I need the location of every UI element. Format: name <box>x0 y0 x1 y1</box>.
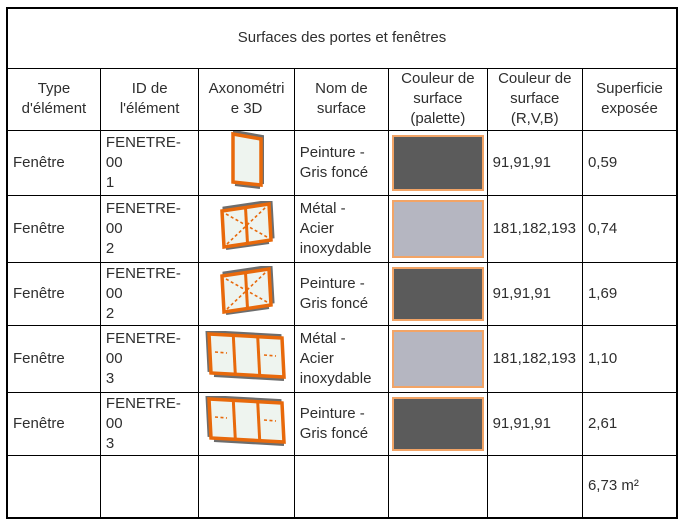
cell-color-palette <box>388 129 488 196</box>
cell-element-id: FENETRE-00 3 <box>99 324 200 393</box>
cell-color-palette <box>388 261 488 326</box>
cell-empty <box>388 454 488 519</box>
table-row: Fenêtre FENETRE-00 2 Métal - Acier inoxy… <box>6 194 678 263</box>
cell-empty <box>198 454 295 519</box>
cell-element-id: FENETRE-00 3 <box>99 391 200 456</box>
cell-color-palette <box>388 324 488 393</box>
cell-surface-name: Peinture - Gris foncé <box>293 391 390 456</box>
color-swatch <box>392 199 484 258</box>
cell-color-palette <box>388 391 488 456</box>
cell-color-rvb: 91,91,91 <box>486 129 583 196</box>
cell-color-rvb: 91,91,91 <box>486 261 583 326</box>
color-swatch <box>392 134 484 191</box>
table-row: Fenêtre FENETRE-00 2 Peinture - Gris fon… <box>6 261 678 326</box>
cell-exposed-area: 0,74 <box>581 194 678 263</box>
cell-exposed-area: 1,69 <box>581 261 678 326</box>
cell-surface-name: Peinture - Gris foncé <box>293 129 390 196</box>
cell-surface-name: Métal - Acier inoxydable <box>293 194 390 263</box>
color-swatch <box>392 266 484 321</box>
column-header-axonometry: Axonométri e 3D <box>198 67 295 131</box>
column-header-surface-color-palette: Couleur de surface (palette) <box>388 67 488 131</box>
table-title: Surfaces des portes et fenêtres <box>6 7 678 69</box>
column-header-element-id: ID de l'élément <box>99 67 200 131</box>
cell-color-rvb: 91,91,91 <box>486 391 583 456</box>
cell-element-type: Fenêtre <box>6 129 101 196</box>
cell-axon-view <box>198 324 295 393</box>
color-swatch <box>392 396 484 451</box>
cell-axon-view <box>198 391 295 456</box>
door-window-surfaces-table: Surfaces des portes et fenêtres Type d'é… <box>6 7 678 519</box>
cell-empty <box>6 454 101 519</box>
window-single-axon-icon <box>230 131 264 189</box>
total-row: 6,73 m² <box>6 454 678 519</box>
cell-axon-view <box>198 261 295 326</box>
window-triple-axon-icon <box>204 329 286 381</box>
color-swatch <box>392 329 484 388</box>
table-row: Fenêtre FENETRE-00 3 Métal - Acier inoxy… <box>6 324 678 393</box>
window-double-axon-icon <box>219 263 275 315</box>
window-double-axon-icon <box>219 198 275 250</box>
cell-element-id: FENETRE-00 1 <box>99 129 200 196</box>
cell-empty <box>293 454 390 519</box>
table-row: Fenêtre FENETRE-00 3 Peinture - Gris fon… <box>6 391 678 456</box>
cell-element-id: FENETRE-00 2 <box>99 261 200 326</box>
header-row: Type d'élément ID de l'élément Axonométr… <box>6 67 678 131</box>
cell-element-id: FENETRE-00 2 <box>99 194 200 263</box>
cell-color-rvb: 181,182,193 <box>486 324 583 393</box>
title-row: Surfaces des portes et fenêtres <box>6 7 678 69</box>
cell-exposed-area: 0,59 <box>581 129 678 196</box>
cell-surface-name: Peinture - Gris foncé <box>293 261 390 326</box>
column-header-element-type: Type d'élément <box>6 67 101 131</box>
column-header-surface-name: Nom de surface <box>293 67 390 131</box>
cell-empty <box>486 454 583 519</box>
table-row: Fenêtre FENETRE-00 1 Peinture - Gris fon… <box>6 129 678 196</box>
cell-axon-view <box>198 194 295 263</box>
cell-element-type: Fenêtre <box>6 391 101 456</box>
cell-exposed-area: 1,10 <box>581 324 678 393</box>
column-header-surface-color-rvb: Couleur de surface (R,V,B) <box>486 67 583 131</box>
cell-element-type: Fenêtre <box>6 194 101 263</box>
cell-color-rvb: 181,182,193 <box>486 194 583 263</box>
cell-element-type: Fenêtre <box>6 324 101 393</box>
cell-exposed-area: 2,61 <box>581 391 678 456</box>
cell-surface-name: Métal - Acier inoxydable <box>293 324 390 393</box>
cell-total-exposed-area: 6,73 m² <box>581 454 678 519</box>
cell-empty <box>99 454 200 519</box>
cell-element-type: Fenêtre <box>6 261 101 326</box>
cell-color-palette <box>388 194 488 263</box>
window-triple-axon-icon <box>204 394 286 446</box>
column-header-exposed-area: Superficie exposée <box>581 67 678 131</box>
cell-axon-view <box>198 129 295 196</box>
